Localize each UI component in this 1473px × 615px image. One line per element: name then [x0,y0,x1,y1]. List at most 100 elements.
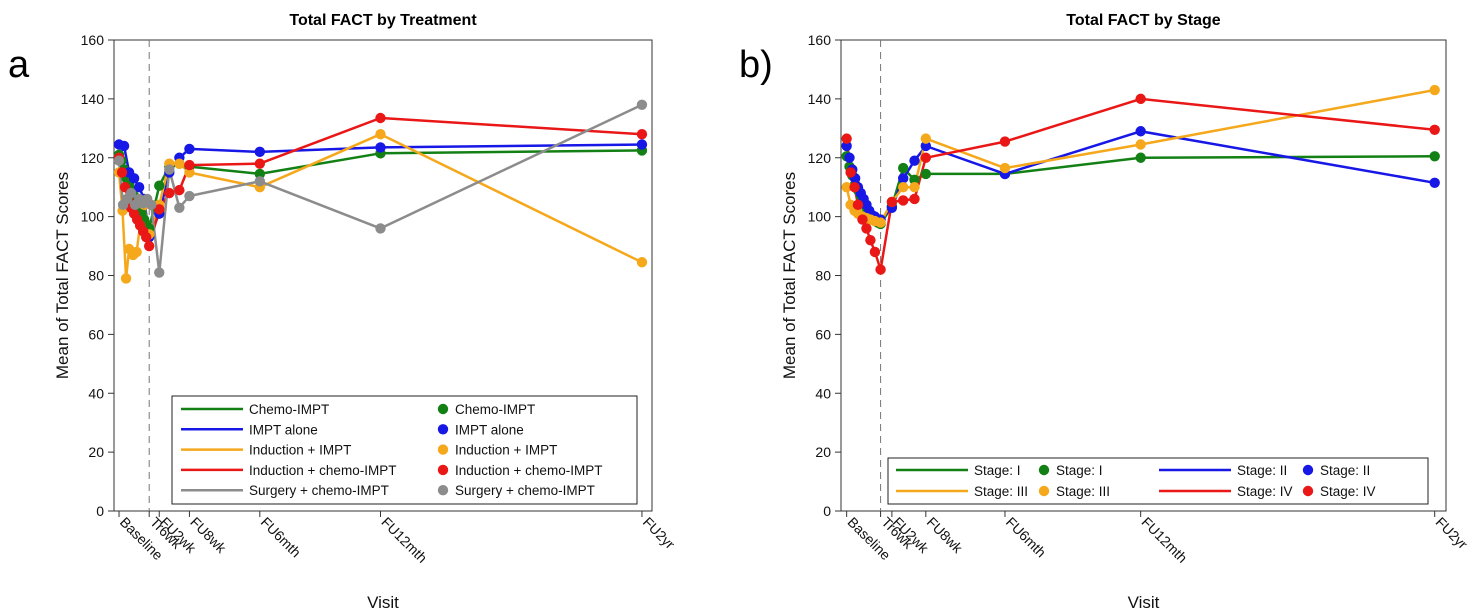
y-tick-label: 0 [96,503,104,519]
y-tick-label: 0 [823,503,831,519]
data-point-stage-iv [1135,93,1146,105]
data-point-stage-iv [920,152,932,163]
x-tick-label: FU6mth [258,514,305,561]
legend-label: Stage: IV [1237,484,1293,499]
y-tick-label: 80 [88,268,104,284]
data-point-induction-chemo-impt [636,129,648,140]
data-point-stage-ii [920,140,932,152]
y-tick-label: 40 [815,385,831,401]
data-point-induction-impt [636,257,648,268]
data-point-induction-chemo-impt [254,158,266,169]
data-point-surgery-chemo-impt [174,202,185,213]
y-tick-label: 160 [81,32,105,48]
legend-label: Stage: I [974,463,1021,478]
y-tick-label: 80 [815,268,831,284]
plot-frame [840,39,1447,512]
data-point-stage-iii [999,162,1011,174]
y-tick-label: 40 [88,385,104,401]
data-point-stage-iv [857,214,868,225]
data-point-induction-chemo-impt [184,159,195,171]
x-tick-label: FU12mth [1139,514,1191,566]
legend-box [887,457,1429,505]
data-point-stage-ii [1429,177,1440,188]
y-tick-label: 140 [808,91,832,107]
data-point-surgery-chemo-impt [375,223,386,234]
y-tick-label: 60 [815,326,831,342]
y-tick-label: 160 [808,32,832,48]
data-point-stage-ii [841,140,852,152]
legend-label: IMPT alone [249,422,318,437]
legend-label: Stage: III [1056,484,1110,499]
chart-total-fact-by-stage: Total FACT by Stage 0 20 40 60 80 100 120 140 160… [780,12,1472,612]
legend-label: IMPT alone [455,422,524,437]
legend-label: Stage: II [1237,463,1287,478]
x-tick-label: FU12mth [378,514,430,566]
chart-total-fact-by-treatment: Total FACT by Treatment 0 20 40 60 80 100 120 14… [53,12,679,612]
data-point-stage-ii [844,152,855,163]
data-point-surgery-chemo-impt [125,187,137,199]
data-point-stage-iv [852,199,864,211]
x-tick-label: FU2yr [640,514,679,553]
legend-marker-stage-ii [1302,464,1314,476]
data-point-stage-iv [897,195,909,206]
data-point-stage-iii [920,133,932,144]
y-tick-label: 120 [808,150,832,166]
series-line-chemo-impt [117,149,642,230]
data-point-stage-iv [869,246,881,258]
data-point-stage-iv [861,223,872,234]
data-point-stage-i [909,174,920,186]
data-point-stage-ii [909,155,920,166]
data-point-stage-i [897,162,909,174]
series-line-stage-iv [845,97,1435,271]
x-tick-label: FU8wk [187,514,230,557]
legend-label: Chemo-IMPT [455,402,535,417]
legend-box [171,395,638,505]
data-point-impt-alone [133,181,145,193]
data-point-surgery-chemo-impt [184,190,195,202]
legend-label: Stage: I [1056,463,1103,478]
data-point-induction-chemo-impt [154,204,165,215]
data-point-surgery-chemo-impt [146,199,157,211]
data-point-surgery-chemo-impt [254,176,266,187]
chart-title: Total FACT by Treatment [289,12,477,29]
data-point-induction-chemo-impt [174,184,185,196]
panel-letter-a: a [8,44,30,86]
data-point-induction-chemo-impt [116,167,128,178]
data-point-stage-ii [897,173,909,184]
x-tick-label: FU2yr [1433,514,1472,553]
data-point-stage-ii [1135,126,1146,137]
y-tick-label: 100 [81,209,105,225]
legend-label: Induction + IMPT [455,443,557,458]
legend-label: Stage: III [974,484,1028,499]
data-point-surgery-chemo-impt [164,164,175,175]
legend-marker-chemo-impt [437,403,449,415]
data-point-induction-chemo-impt [143,240,155,252]
data-point-stage-iv [875,264,886,275]
legend-label: Induction + chemo-IMPT [455,463,602,478]
data-point-stage-i [1429,151,1440,162]
y-axis-label: Mean of Total FACT Scores [53,172,72,379]
legend-label: Stage: II [1320,463,1370,478]
y-tick-label: 100 [808,209,832,225]
data-point-impt-alone [128,173,140,184]
y-axis-label: Mean of Total FACT Scores [780,172,799,379]
data-point-stage-i [920,168,932,180]
legend-label: Induction + IMPT [249,443,351,458]
legend-marker-surgery-chemo-impt [437,485,449,496]
legend-marker-induction-chemo-impt [437,464,449,476]
legend-label: Chemo-IMPT [249,402,329,417]
data-point-stage-iii [909,181,920,193]
data-point-stage-iii [1429,84,1440,96]
data-point-stage-iii [875,217,886,228]
x-axis-label: Visit [367,593,399,612]
data-point-induction-impt [375,129,386,140]
legend-marker-stage-i [1038,464,1050,476]
y-tick-label: 60 [88,326,104,342]
legend-marker-stage-iii [1038,485,1050,497]
legend-label: Stage: IV [1320,484,1376,499]
data-point-surgery-chemo-impt [113,155,125,166]
data-point-stage-iv [841,133,852,144]
data-point-induction-impt [184,167,195,178]
x-tick-label: FU8wk [924,514,967,557]
legend-marker-impt-alone [437,424,449,435]
